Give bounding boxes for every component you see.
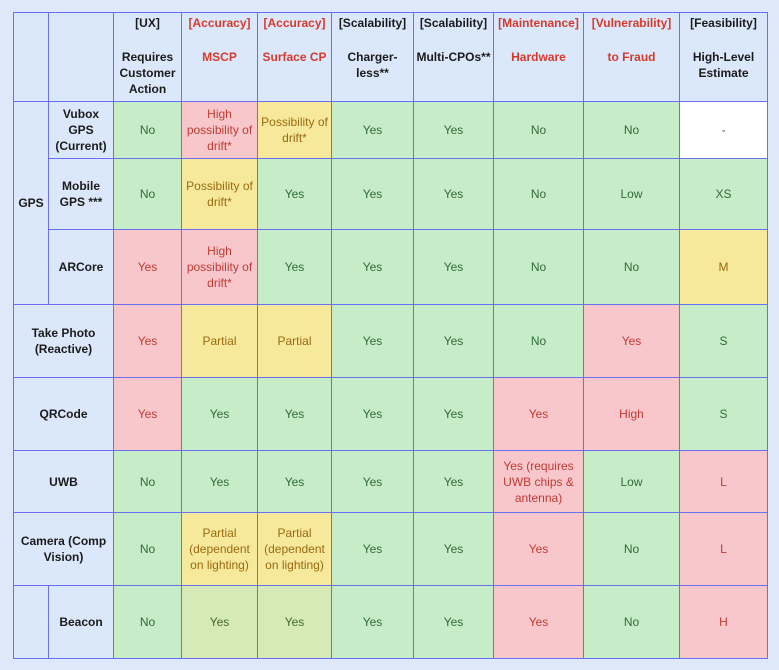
header-accuracy-mscp: [Accuracy] MSCP [181,12,258,102]
table-cell: Yes [257,377,332,451]
table-cell: Yes (requires UWB chips & antenna) [493,450,584,513]
header-feasibility: [Feasibility] High-Level Estimate [679,12,768,102]
table-cell: No [113,450,182,513]
table-cell: S [679,377,768,451]
header-scalability-multicpo: [Scalability] Multi-CPOs** [413,12,494,102]
table-cell: No [493,304,584,378]
table-cell: Yes [331,101,414,159]
row-label: Beacon [48,585,114,659]
table-cell: Yes [331,304,414,378]
table-cell: Partial (dependent on lighting) [181,512,258,586]
row-label: Vubox GPS (Current) [48,101,114,159]
table-row: Beacon No Yes Yes Yes Yes Yes No H [13,585,768,659]
table-cell: No [113,512,182,586]
table-cell: Yes [413,450,494,513]
row-label: Camera (Comp Vision) [13,512,114,586]
header-blank-1 [13,12,49,102]
table-cell: Yes [331,512,414,586]
table-cell: Partial [181,304,258,378]
table-cell: Yes [493,377,584,451]
table-row: Mobile GPS *** No Possibility of drift* Yes… [14,158,768,230]
table-cell: Yes [583,304,680,378]
table-cell: No [113,585,182,659]
table-row: UWB No Yes Yes Yes Yes Yes (requires UWB chips… [13,450,768,513]
table-cell: Possibility of drift* [257,101,332,159]
table-cell: XS [679,158,768,230]
comparison-table: [UX] Requires Customer Action [Accuracy] M… [13,12,768,659]
table-cell: No [583,585,680,659]
table-row: QRCode Yes Yes Yes Yes Yes Yes High S [13,377,768,451]
table-row: ARCore Yes High possibility of drift* Yes Ye… [14,229,768,305]
table-cell: No [113,101,182,159]
table-cell: - [679,101,768,159]
table-cell: L [679,450,768,513]
table-cell: Yes [413,377,494,451]
table-cell: Yes [257,229,332,305]
table-cell: Yes [113,229,182,305]
table-cell: No [493,158,584,230]
table-cell: Yes [413,585,494,659]
table-cell: No [113,158,182,230]
table-cell: Yes [257,158,332,230]
table-cell: Yes [181,450,258,513]
table-row: GPS Vubox GPS (Current) No High possibility… [13,101,768,305]
table-cell: Low [583,450,680,513]
table-cell: Yes [113,377,182,451]
table-cell: Yes [331,229,414,305]
table-cell: No [493,229,584,305]
group-label-blank [13,585,49,659]
table-cell: Yes [257,450,332,513]
header-maintenance: [Maintenance] Hardware [493,12,584,102]
row-label: UWB [13,450,114,513]
table-cell: L [679,512,768,586]
table-cell: High possibility of drift* [181,229,258,305]
table-cell: Partial [257,304,332,378]
table-cell: Yes [413,229,494,305]
table-cell: Yes [331,585,414,659]
table-cell: Yes [413,304,494,378]
table-cell: Yes [181,585,258,659]
table-cell: Yes [181,377,258,451]
table-cell: Yes [113,304,182,378]
table-cell: Yes [331,158,414,230]
table-cell: M [679,229,768,305]
header-row: [UX] Requires Customer Action [Accuracy] M… [13,12,768,102]
row-label: Take Photo (Reactive) [13,304,114,378]
header-vulnerability: [Vulnerability] to Fraud [583,12,680,102]
table-cell: Yes [413,101,494,159]
table-cell: High [583,377,680,451]
table-cell: Yes [413,512,494,586]
table-cell: No [583,512,680,586]
table-cell: No [583,229,680,305]
row-label: QRCode [13,377,114,451]
table-cell: Yes [493,585,584,659]
header-ux: [UX] Requires Customer Action [113,12,182,102]
table-cell: Yes [493,512,584,586]
group-label-gps: GPS [13,101,49,305]
table-cell: No [583,101,680,159]
table-cell: Yes [331,450,414,513]
row-label: Mobile GPS *** [48,158,114,230]
table-cell: Yes [257,585,332,659]
table-cell: H [679,585,768,659]
header-accuracy-surface: [Accuracy] Surface CP [257,12,332,102]
table-cell: High possibility of drift* [181,101,258,159]
table-cell: Yes [331,377,414,451]
table-row: Take Photo (Reactive) Yes Partial Partial Ye… [13,304,768,378]
header-blank-2 [48,12,114,102]
table-row: Camera (Comp Vision) No Partial (dependent… [13,512,768,586]
table-cell: Partial (dependent on lighting) [257,512,332,586]
table-cell: S [679,304,768,378]
table-cell: Yes [413,158,494,230]
row-label: ARCore [48,229,114,305]
header-scalability-chargerless: [Scalability] Charger-less** [331,12,414,102]
table-cell: Low [583,158,680,230]
comparison-table-container: [UX] Requires Customer Action [Accuracy] M… [13,12,768,659]
table-cell: Possibility of drift* [181,158,258,230]
table-cell: No [493,101,584,159]
